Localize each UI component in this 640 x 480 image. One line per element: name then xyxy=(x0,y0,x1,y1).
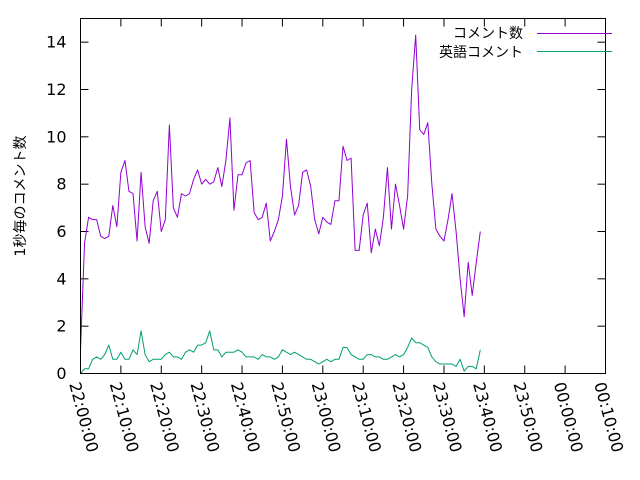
x-tick-label: 23:30:00 xyxy=(429,380,466,454)
x-tick-label: 23:40:00 xyxy=(469,380,506,454)
y-tick-label: 4 xyxy=(56,269,66,288)
x-tick-label: 00:00:00 xyxy=(550,380,587,454)
legend: コメント数 英語コメント xyxy=(439,26,612,61)
x-tick-label: 23:00:00 xyxy=(308,380,345,454)
x-tick-label: 22:20:00 xyxy=(146,380,183,454)
series-line-comments xyxy=(80,34,481,350)
x-tick-label: 22:40:00 xyxy=(227,380,264,454)
y-axis-label: 1秒毎のコメント数 xyxy=(13,136,29,257)
series-line-english-comments xyxy=(80,330,481,374)
legend-label-english-comments: 英語コメント xyxy=(439,44,523,61)
y-tick-label: 10 xyxy=(46,127,66,146)
y-tick-label: 8 xyxy=(56,175,66,194)
legend-label-comments: コメント数 xyxy=(453,26,523,42)
y-tick-label: 14 xyxy=(46,33,66,52)
y-tick-label: 6 xyxy=(56,222,66,241)
x-tick-label: 22:30:00 xyxy=(186,380,223,454)
x-tick-label: 23:20:00 xyxy=(388,380,425,454)
y-tick-label: 12 xyxy=(46,80,66,99)
plot-border xyxy=(80,18,606,374)
x-tick-label: 22:50:00 xyxy=(267,380,304,454)
x-tick-label: 22:00:00 xyxy=(65,380,102,454)
y-tick-label: 2 xyxy=(56,317,66,336)
x-tick-label: 00:10:00 xyxy=(590,380,627,454)
x-tick-label: 23:50:00 xyxy=(510,380,547,454)
x-tick-label: 22:10:00 xyxy=(106,380,143,454)
x-tick-label: 23:10:00 xyxy=(348,380,385,454)
y-tick-label: 0 xyxy=(56,364,66,383)
